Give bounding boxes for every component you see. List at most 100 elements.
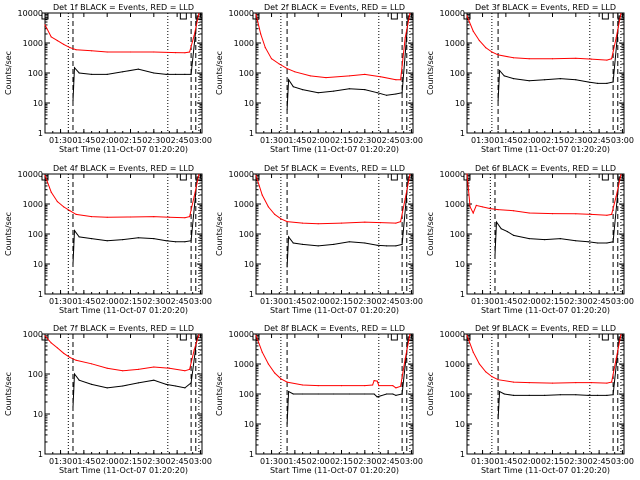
data-point-lld [513, 210, 515, 212]
data-point-lld [409, 13, 411, 15]
data-point-lld [611, 381, 613, 383]
y-tick-label: 100 [450, 230, 465, 239]
data-point-lld [478, 363, 480, 365]
series-line-events [494, 176, 620, 256]
chart-panel-8: Det 8f BLACK = Events, RED = LLD 01:30 01:… [215, 324, 423, 475]
x-tick-label: 02:30 [353, 136, 376, 145]
y-tick-label: 1 [460, 450, 465, 459]
x-tick-label: 01:30 [260, 457, 283, 466]
data-point-lld [137, 368, 139, 370]
data-point-events [137, 382, 139, 384]
data-point-events [78, 236, 80, 238]
data-point-events [175, 385, 177, 387]
x-tick-label: 03:00 [400, 457, 423, 466]
data-point-events [184, 241, 186, 243]
x-tick-label: 01:45 [494, 457, 517, 466]
series-line-lld [255, 13, 411, 81]
data-point-events [288, 79, 290, 81]
data-point-lld [497, 209, 499, 211]
plot-frame [466, 12, 625, 134]
chart-title: Det 4f BLACK = Events, RED = LLD [53, 164, 194, 173]
x-tick-label: 02:15 [541, 136, 564, 145]
x-tick-label: 03:00 [611, 136, 634, 145]
data-point-lld [184, 370, 186, 372]
series-line-events [72, 176, 198, 265]
data-point-events [376, 92, 378, 94]
data-point-lld [261, 194, 263, 196]
y-axis-label: Counts/sec [4, 212, 13, 256]
y-tick-label: 1000 [234, 39, 254, 48]
x-tick-label: 02:45 [588, 136, 611, 145]
data-point-events [106, 387, 108, 389]
x-tick-label: 02:45 [377, 136, 400, 145]
data-point-lld [373, 380, 375, 382]
data-point-lld [466, 15, 468, 17]
data-point-lld [91, 216, 93, 218]
data-point-lld [69, 47, 71, 49]
data-point-events [72, 406, 74, 408]
data-point-lld [168, 216, 170, 218]
y-tick-label: 1000 [445, 360, 465, 369]
x-tick-label: 02:15 [119, 136, 142, 145]
data-point-lld [193, 349, 195, 351]
x-tick-label: 02:30 [353, 457, 376, 466]
x-tick-label: 02:00 [307, 457, 330, 466]
data-point-lld [497, 54, 499, 56]
data-point-lld [274, 372, 276, 374]
data-point-lld [379, 222, 381, 224]
y-tick-label: 10 [33, 99, 43, 108]
data-point-lld [551, 213, 554, 215]
data-point-events [618, 336, 620, 338]
data-point-events [499, 391, 501, 393]
data-point-lld [491, 51, 493, 53]
plot-frame [466, 333, 625, 455]
data-point-events [606, 82, 608, 84]
data-point-lld [264, 47, 266, 49]
interval-marker-square [179, 173, 187, 181]
data-point-lld [481, 206, 484, 208]
y-axis-label: Counts/sec [215, 51, 224, 95]
data-point-lld [286, 381, 288, 383]
x-tick-label: 03:00 [400, 297, 423, 306]
y-tick-label: 1000 [234, 200, 254, 209]
y-tick-label: 100 [239, 69, 254, 78]
y-tick-label: 10000 [229, 170, 254, 179]
data-point-lld [364, 73, 366, 75]
y-tick-label: 10000 [18, 170, 43, 179]
chart-title: Det 7f BLACK = Events, RED = LLD [53, 324, 194, 333]
data-point-events [575, 240, 577, 242]
data-point-lld [260, 33, 262, 35]
plot-frame [255, 12, 414, 134]
data-point-lld [280, 378, 282, 380]
series-line-lld [44, 174, 200, 219]
x-tick-label: 03:00 [611, 457, 634, 466]
series-line-events [286, 15, 409, 110]
series-line-lld [255, 334, 411, 389]
chart-title: Det 8f BLACK = Events, RED = LLD [264, 324, 405, 333]
data-point-events [292, 242, 294, 244]
series-line-lld [255, 174, 411, 225]
x-tick-label: 02:45 [588, 457, 611, 466]
chart-title: Det 5f BLACK = Events, RED = LLD [264, 164, 405, 173]
data-point-events [106, 240, 108, 242]
x-tick-label: 02:45 [166, 136, 189, 145]
data-point-lld [475, 204, 477, 206]
x-tick-label: 02:30 [564, 457, 587, 466]
data-point-events [190, 240, 192, 242]
chart-title: Det 1f BLACK = Events, RED = LLD [53, 3, 194, 12]
data-point-events [78, 379, 80, 381]
data-point-events [559, 394, 561, 396]
x-tick-label: 01:45 [72, 457, 95, 466]
data-point-lld [606, 59, 608, 61]
data-point-lld [193, 195, 195, 197]
data-point-lld [340, 385, 343, 387]
data-point-lld [400, 79, 402, 81]
data-point-events [618, 15, 620, 17]
data-point-lld [63, 206, 65, 208]
x-tick-label: 02:15 [330, 136, 353, 145]
data-point-events [348, 393, 350, 395]
x-axis-label: Start Time (11-Oct-07 01:20:20) [59, 306, 188, 315]
series-line-events [286, 336, 409, 425]
data-point-lld [620, 334, 622, 336]
